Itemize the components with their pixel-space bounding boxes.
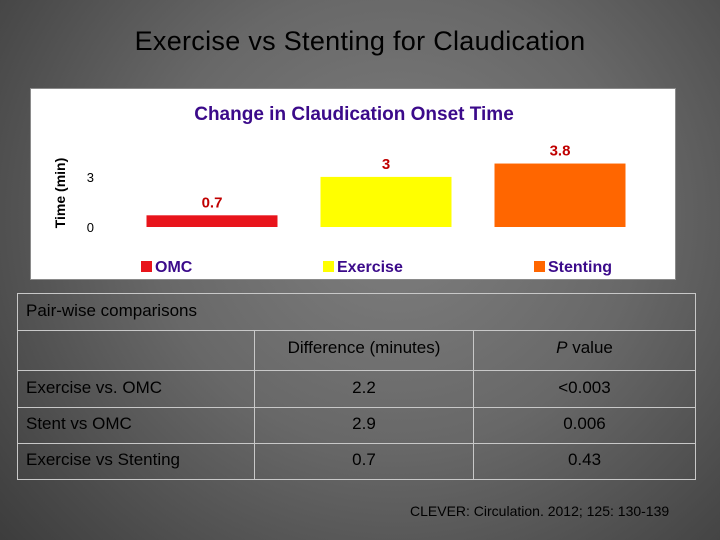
data-label: 3.8 [550,143,571,160]
row-label: Exercise vs Stenting [26,450,181,469]
p-letter: P [556,338,568,357]
table-divider [18,370,695,371]
row-label: Exercise vs. OMC [26,378,163,397]
table-divider [18,443,695,444]
row-difference: 2.9 [352,414,376,433]
bar-exercise [320,176,452,227]
y-tick-label: 3 [87,170,94,185]
citation: CLEVER: Circulation. 2012; 125: 130-139 [410,503,670,519]
row-p-value: <0.003 [558,378,611,397]
legend-swatch [141,261,152,272]
slide-title: Exercise vs Stenting for Claudication [134,26,586,56]
legend-swatch [534,261,545,272]
y-tick-label: 0 [87,220,94,235]
data-label: 0.7 [202,194,223,211]
bar-omc [146,215,278,227]
data-label: 3 [382,156,390,173]
y-axis-label: Time (min) [52,158,68,229]
row-p-value: 0.43 [567,450,602,469]
legend-label: Stenting [548,259,612,276]
table-caption: Pair-wise comparisons [26,301,197,320]
bar-chart: Change in Claudication Onset Time Time (… [52,104,626,276]
header-difference: Difference (minutes) [287,338,441,357]
row-difference: 0.7 [352,450,376,469]
row-p-value: 0.006 [563,414,606,433]
legend-label: OMC [155,259,193,276]
table-divider [18,330,695,331]
table-divider [473,330,474,479]
table-divider [18,407,695,408]
table-divider [254,330,255,479]
bar-stenting [494,163,626,227]
header-p-value: P value [474,338,695,358]
chart-panel: Change in Claudication Onset Time Time (… [30,88,676,280]
legend-label: Exercise [337,259,403,276]
row-difference: 2.2 [352,378,376,397]
p-suffix: value [567,338,613,357]
pairwise-comparison-table: Pair-wise comparisons Difference (minute… [17,293,696,480]
chart-title: Change in Claudication Onset Time [194,104,514,125]
row-label: Stent vs OMC [26,414,132,433]
legend-swatch [323,261,334,272]
